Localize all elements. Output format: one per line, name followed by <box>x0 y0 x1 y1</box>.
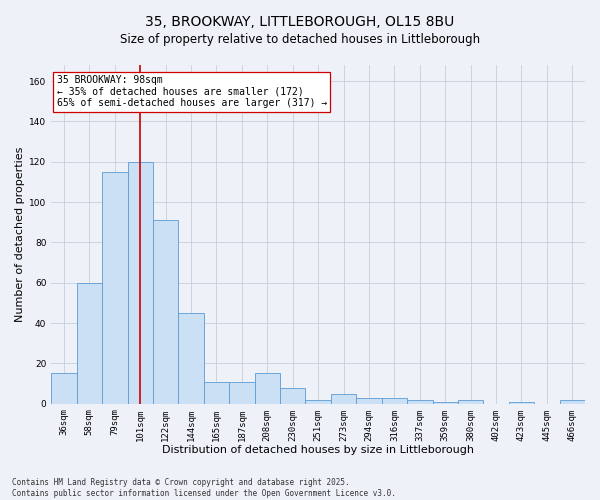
Bar <box>280 388 305 404</box>
Bar <box>153 220 178 404</box>
Bar <box>458 400 484 404</box>
Bar <box>51 374 77 404</box>
Text: 35 BROOKWAY: 98sqm
← 35% of detached houses are smaller (172)
65% of semi-detach: 35 BROOKWAY: 98sqm ← 35% of detached hou… <box>56 75 327 108</box>
Text: Contains HM Land Registry data © Crown copyright and database right 2025.
Contai: Contains HM Land Registry data © Crown c… <box>12 478 396 498</box>
Bar <box>509 402 534 404</box>
Y-axis label: Number of detached properties: Number of detached properties <box>15 146 25 322</box>
Bar <box>433 402 458 404</box>
Text: Size of property relative to detached houses in Littleborough: Size of property relative to detached ho… <box>120 32 480 46</box>
Bar <box>77 283 102 404</box>
Bar <box>254 374 280 404</box>
Bar <box>560 400 585 404</box>
Bar <box>382 398 407 404</box>
Bar <box>229 382 254 404</box>
Bar <box>204 382 229 404</box>
X-axis label: Distribution of detached houses by size in Littleborough: Distribution of detached houses by size … <box>162 445 474 455</box>
Bar <box>356 398 382 404</box>
Text: 35, BROOKWAY, LITTLEBOROUGH, OL15 8BU: 35, BROOKWAY, LITTLEBOROUGH, OL15 8BU <box>145 15 455 29</box>
Bar <box>178 313 204 404</box>
Bar <box>128 162 153 404</box>
Bar <box>305 400 331 404</box>
Bar <box>407 400 433 404</box>
Bar <box>331 394 356 404</box>
Bar <box>102 172 128 404</box>
